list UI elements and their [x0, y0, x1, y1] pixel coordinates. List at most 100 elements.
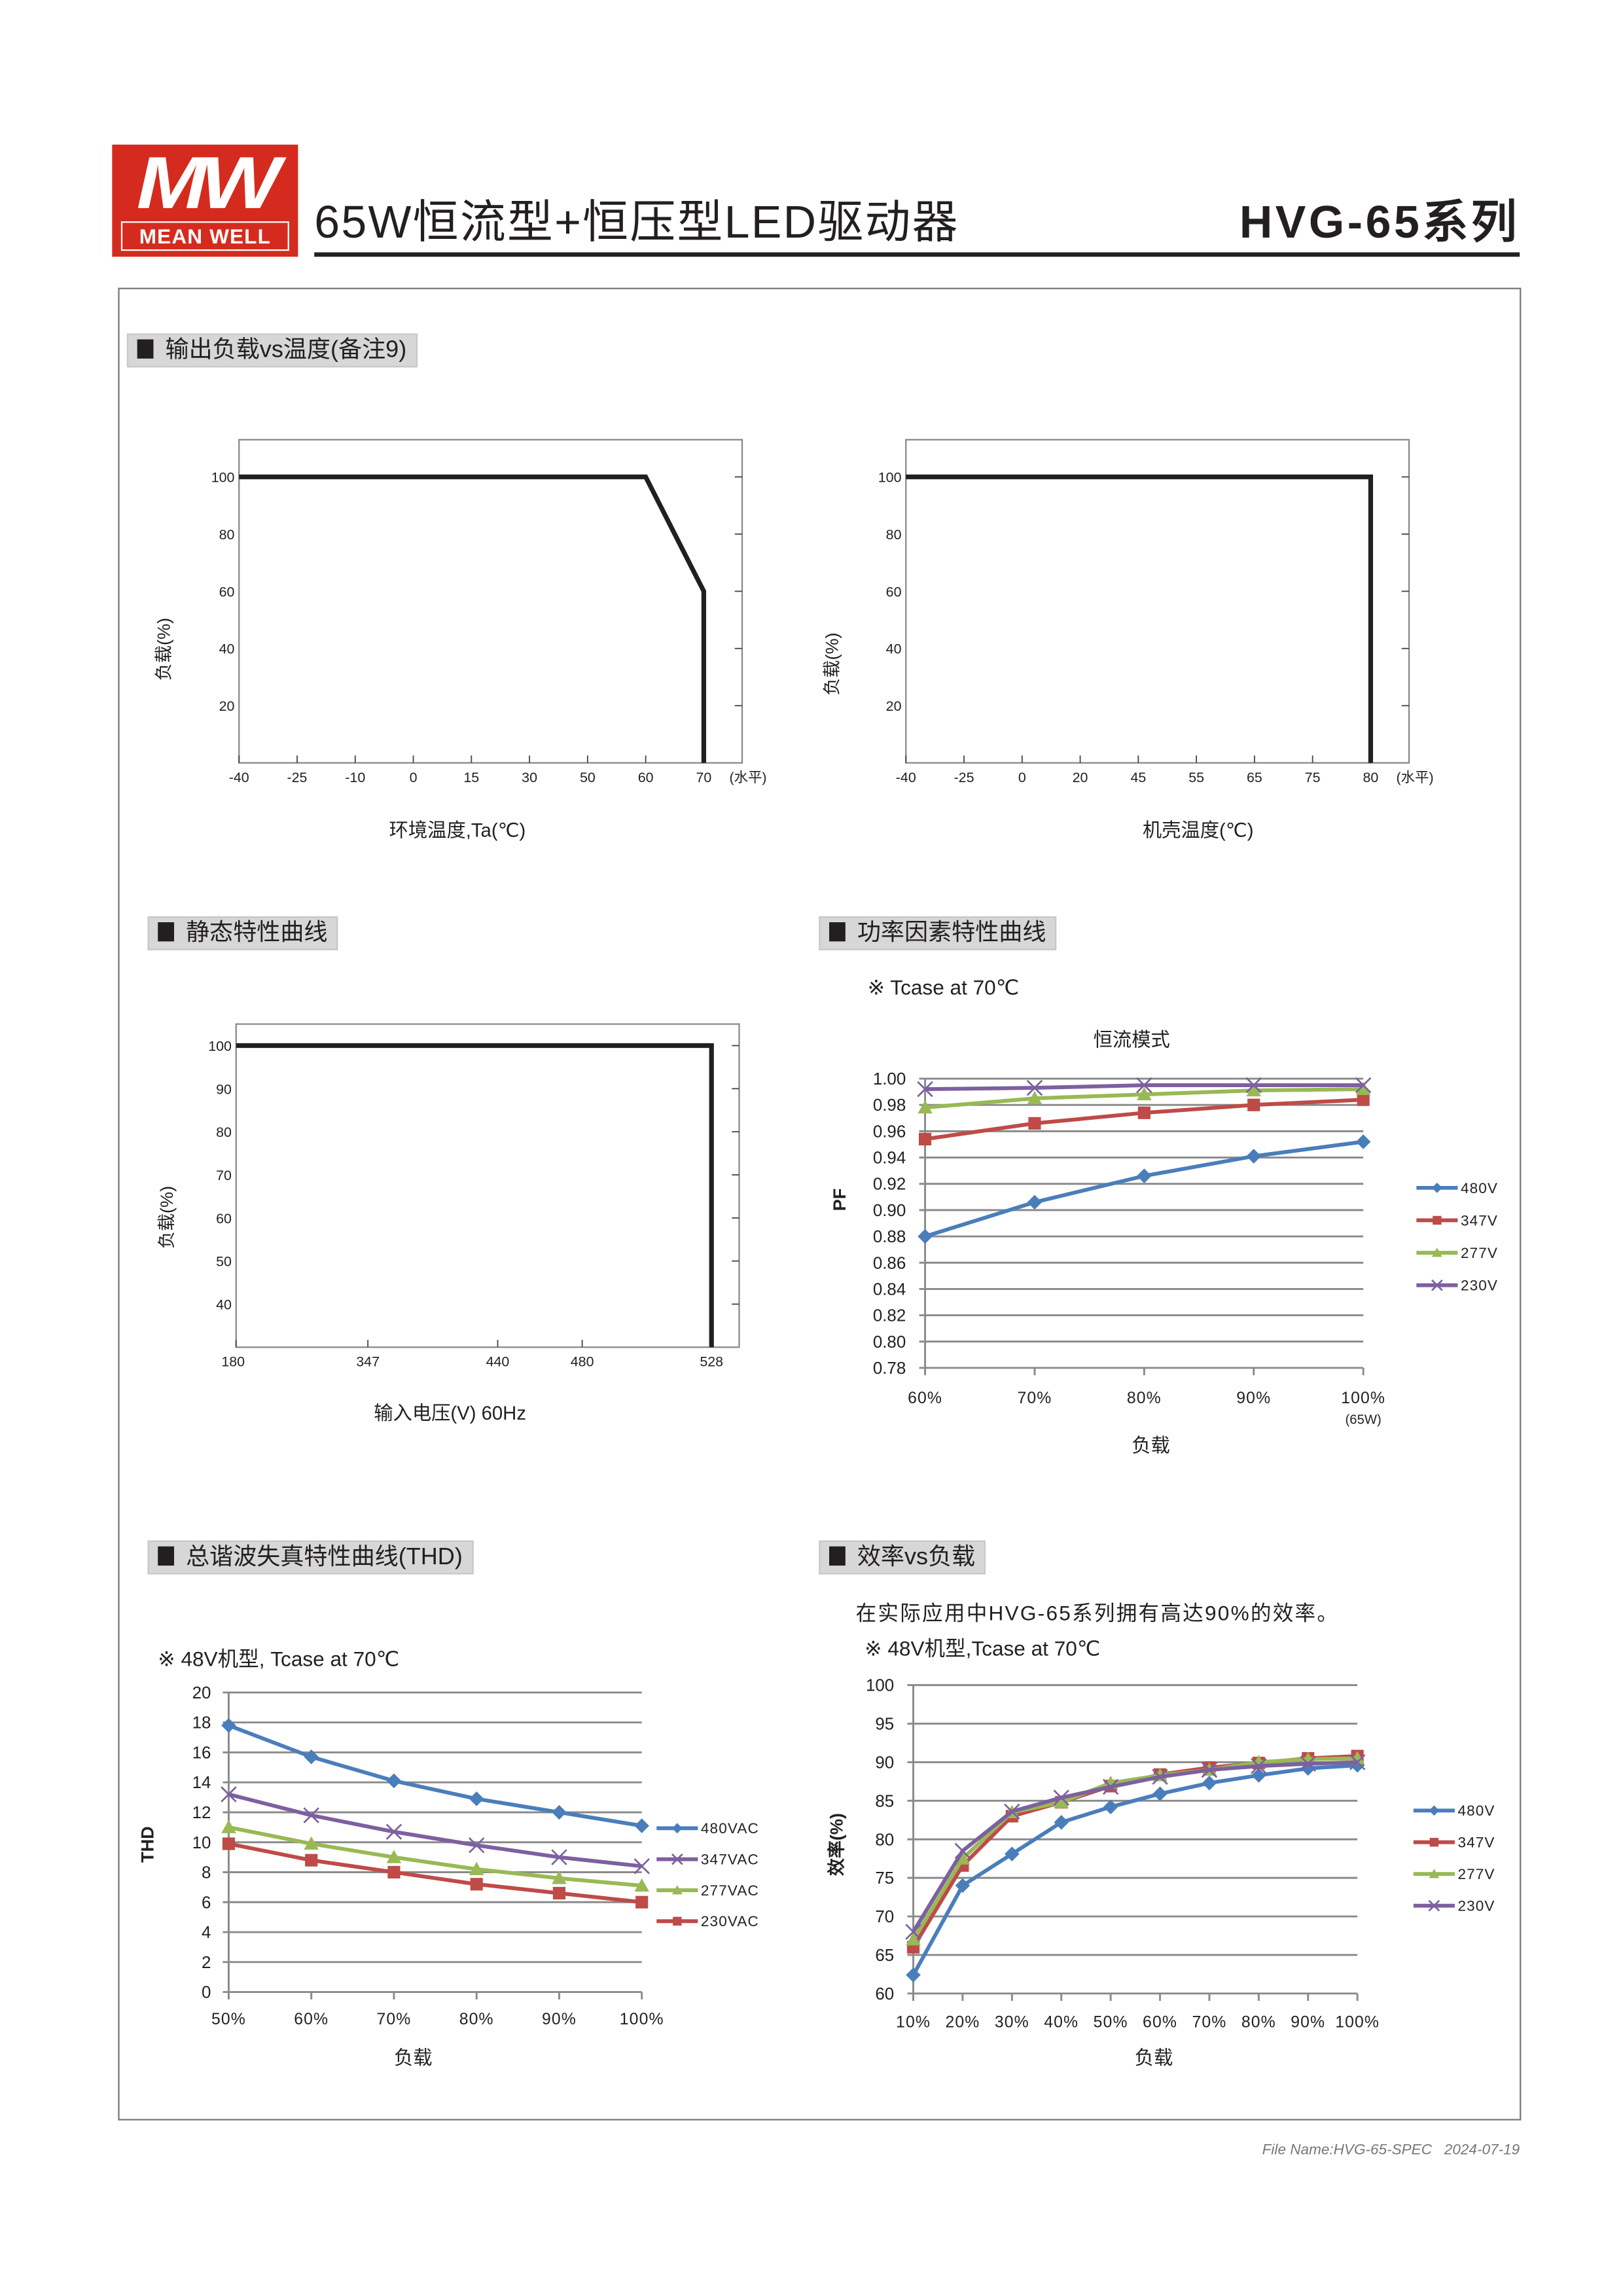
legend-label: 480VAC [701, 1820, 759, 1837]
x-axis-label: 环境温度,Ta(℃) [389, 819, 526, 841]
y-axis-label: 负载(%) [823, 632, 842, 695]
y-tick-label: 100 [208, 1038, 232, 1054]
y-tick-label: 40 [216, 1297, 232, 1312]
x-tick-label: 55 [1188, 770, 1204, 785]
y-tick-label: 100 [211, 470, 235, 486]
y-tick-label: 6 [202, 1893, 211, 1912]
x-tick-label: -10 [345, 770, 365, 785]
x-marker [1349, 1754, 1366, 1770]
x-tick-label: 30 [522, 770, 537, 785]
series-347VAC [221, 1786, 650, 1874]
x-tick-label: 70% [1192, 2014, 1226, 2032]
series-line [912, 1754, 1358, 1948]
x-marker [1152, 1768, 1168, 1785]
diamond-marker [304, 1749, 319, 1765]
series-277V [918, 1081, 1371, 1114]
x-tick-label: 0 [1018, 770, 1026, 785]
series-230VAC [222, 1837, 649, 1909]
y-tick-label: 20 [219, 698, 235, 714]
legend-label: 480V [1457, 1803, 1495, 1819]
x-marker [1355, 1077, 1372, 1094]
x-marker [905, 1924, 921, 1940]
x-tick-label: 60% [908, 1390, 942, 1407]
x-marker [1428, 1899, 1440, 1912]
square-bullet-icon [158, 1546, 175, 1566]
x-marker [1102, 1778, 1119, 1795]
diamond-marker [1005, 1846, 1020, 1861]
legend-label: 277V [1461, 1245, 1498, 1261]
y-tick-label: 50 [216, 1254, 232, 1270]
y-tick-label: 0.94 [873, 1149, 906, 1168]
x-tick-label: 0 [410, 770, 418, 785]
x-tick-label: 440 [486, 1354, 510, 1370]
x-tick-label: 60% [1143, 2014, 1177, 2032]
y-tick-label: 95 [875, 1715, 894, 1734]
section-title: 总谐波失真特性曲线(THD) [186, 1545, 463, 1570]
section-header-efficiency: 效率vs负载 [819, 1540, 986, 1575]
x-tick-label: 60% [294, 2011, 329, 2028]
series-230V [905, 1754, 1366, 1940]
y-tick-label: 16 [192, 1744, 211, 1762]
y-tick-label: 80 [216, 1124, 232, 1140]
y-tick-label: 0.82 [873, 1307, 906, 1325]
triangle-marker [918, 1100, 933, 1114]
chart-title: 恒流模式 [1094, 1029, 1170, 1050]
series-230V [917, 1077, 1372, 1098]
y-tick-label: 0.96 [873, 1122, 906, 1141]
y-tick-label: 0 [202, 1984, 211, 2002]
x-axis-label: 负载 [1132, 1435, 1170, 1456]
series-title: HVG-65系列 [1239, 196, 1520, 248]
diamond-marker [1054, 1815, 1069, 1830]
diamond-marker [1429, 1805, 1440, 1816]
x-tick-label: 100% [1335, 2014, 1380, 2032]
x-tick-label: -40 [896, 770, 916, 785]
legend-item: 277V [1413, 1866, 1494, 1882]
series-347V [918, 1093, 1370, 1146]
diamond-marker [552, 1804, 567, 1820]
plot-frame [238, 439, 743, 764]
diamond-marker [955, 1878, 971, 1893]
y-tick-label: 90 [216, 1081, 232, 1097]
diamond-marker [1152, 1786, 1168, 1802]
x-tick-label: 70% [1017, 1390, 1052, 1407]
legend-item: 230V [1416, 1278, 1497, 1294]
triangle-marker [552, 1871, 567, 1884]
pf-condition-note: ※ Tcase at 70℃ [867, 975, 1020, 999]
diamond-marker [1431, 1182, 1442, 1193]
x-tick-label: 90% [1291, 2014, 1325, 2032]
legend-item: 277V [1416, 1245, 1498, 1261]
x-tick-label: 75 [1305, 770, 1321, 785]
square-bullet-icon [829, 922, 846, 942]
diamond-marker [221, 1717, 236, 1733]
y-tick-label: 80 [886, 527, 902, 543]
x-tick-label: 45 [1130, 770, 1146, 785]
section-title: 静态特性曲线 [186, 920, 328, 946]
y-tick-label: 60 [886, 584, 902, 600]
series-line [228, 1723, 643, 1828]
y-axis-label: 负载(%) [157, 1186, 177, 1249]
diamond-marker [386, 1773, 402, 1789]
triangle-marker [906, 1932, 921, 1946]
x-tick-label: 50 [580, 770, 596, 785]
legend-item: 347V [1416, 1212, 1497, 1229]
diamond-marker [1355, 1134, 1371, 1149]
derating-curve [906, 475, 1374, 763]
x-tick-label: 15 [463, 770, 479, 785]
x-unit-label: (水平) [729, 770, 766, 785]
x-marker [1136, 1077, 1152, 1094]
triangle-marker [1429, 1869, 1440, 1878]
x-tick-label: 80% [459, 2011, 494, 2028]
x-axis-label: 机壳温度(℃) [1143, 819, 1254, 841]
x-marker [551, 1849, 567, 1865]
y-tick-label: 0.80 [873, 1333, 906, 1352]
y-tick-label: 20 [192, 1684, 211, 1702]
footer: File Name:HVG-65-SPEC 2024-07-19 [1262, 2143, 1520, 2159]
x-marker [671, 1853, 683, 1865]
x-tick-label: 30% [995, 2014, 1029, 2032]
x-marker [221, 1786, 237, 1803]
square-marker [387, 1865, 401, 1879]
y-tick-label: 70 [875, 1908, 894, 1926]
square-marker [1137, 1106, 1150, 1119]
y-tick-label: 80 [875, 1831, 894, 1849]
legend-item: 230V [1413, 1898, 1494, 1914]
